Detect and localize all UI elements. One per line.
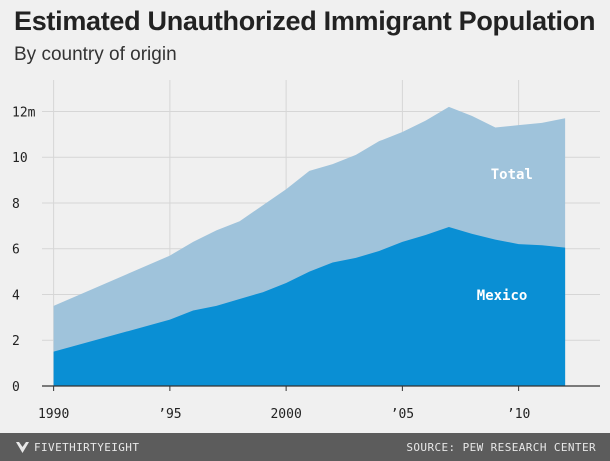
y-tick-label-10: 10 [12,151,28,166]
brand-name: FIVETHIRTYEIGHT [34,441,140,454]
footer-bar: FIVETHIRTYEIGHT SOURCE: PEW RESEARCH CEN… [0,433,610,461]
x-tick-label-2010: ’10 [507,407,530,422]
y-tick-label-6: 6 [12,243,20,258]
x-tick-label-1995: ’95 [158,407,181,422]
y-tick-label-8: 8 [12,197,20,212]
brand[interactable]: FIVETHIRTYEIGHT [16,441,139,454]
area-mexico [53,226,566,386]
y-tick-label-12: 12m [12,105,36,120]
x-tick-label-1990: 1990 [38,407,69,422]
series-label-mexico: Mexico [477,288,528,304]
fivethirtyeight-logo-icon [16,442,29,453]
y-tick-label-0: 0 [12,380,20,395]
y-tick-label-2: 2 [12,334,20,349]
chart-subtitle: By country of origin [14,44,177,65]
y-tick-label-4: 4 [12,288,20,303]
source-credit: SOURCE: PEW RESEARCH CENTER [406,441,596,454]
x-tick-label-2000: 2000 [270,407,301,422]
axes: 0 2 4 6 8 10 12m 1990 ’95 2000 ’05 ’10 [12,105,600,422]
x-tick-label-2005: ’05 [391,407,414,422]
area-chart: 0 2 4 6 8 10 12m 1990 ’95 2000 ’05 ’10 Total Mexico [12,80,600,422]
series-label-total: Total [491,167,533,183]
series-labels: Total Mexico [477,167,533,304]
chart-title: Estimated Unauthorized Immigrant Populat… [14,6,596,36]
areas [53,106,566,386]
